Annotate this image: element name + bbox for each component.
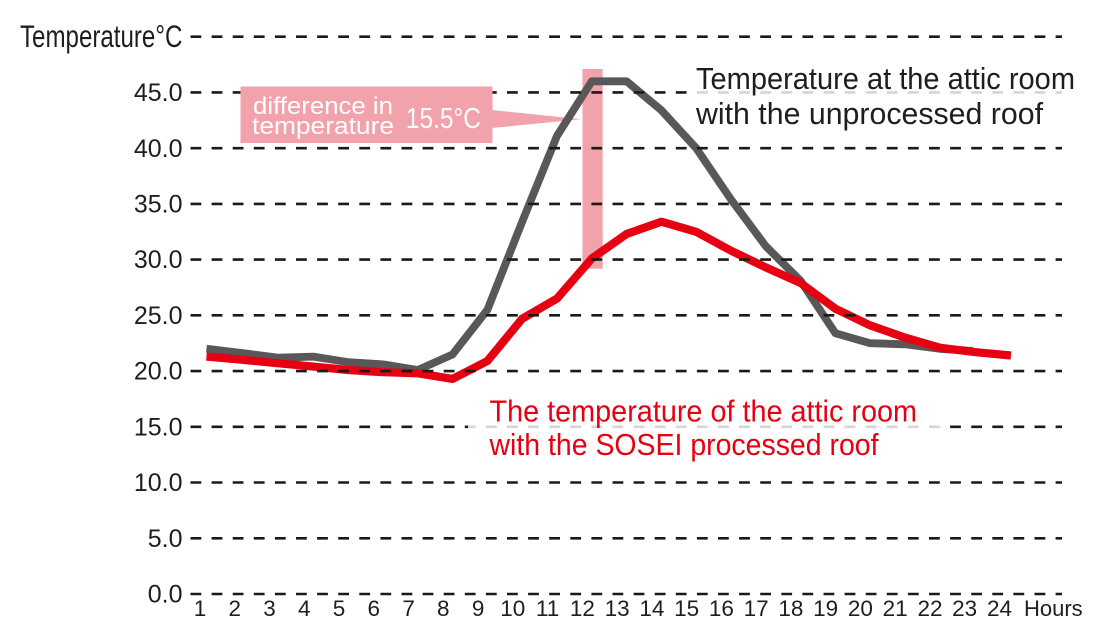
svg-text:Temperature at the attic room: Temperature at the attic room: [696, 61, 1075, 96]
svg-text:18: 18: [778, 596, 803, 621]
svg-text:5: 5: [333, 596, 346, 621]
svg-text:Temperature°C: Temperature°C: [20, 18, 182, 54]
svg-text:6: 6: [368, 596, 381, 621]
svg-text:16: 16: [709, 596, 734, 621]
svg-text:8: 8: [437, 596, 450, 621]
svg-text:24: 24: [987, 596, 1012, 621]
svg-text:0.0: 0.0: [148, 581, 183, 609]
svg-text:11: 11: [536, 596, 559, 621]
svg-text:20.0: 20.0: [134, 358, 183, 386]
svg-text:20: 20: [848, 596, 873, 621]
svg-text:9: 9: [472, 596, 485, 621]
svg-text:with the unprocessed roof: with the unprocessed roof: [695, 96, 1043, 131]
svg-text:2: 2: [229, 596, 242, 621]
svg-text:The temperature of the attic r: The temperature of the attic room: [490, 394, 918, 429]
svg-text:23: 23: [952, 596, 977, 621]
svg-text:21: 21: [883, 596, 908, 621]
svg-text:22: 22: [917, 596, 942, 621]
svg-text:25.0: 25.0: [134, 302, 183, 330]
svg-text:12: 12: [570, 596, 595, 621]
svg-text:10.0: 10.0: [134, 469, 183, 497]
svg-text:7: 7: [402, 596, 415, 621]
svg-text:30.0: 30.0: [134, 246, 183, 274]
svg-text:5.0: 5.0: [148, 525, 183, 553]
svg-text:40.0: 40.0: [134, 135, 183, 163]
svg-text:13: 13: [605, 596, 630, 621]
svg-text:45.0: 45.0: [134, 79, 183, 107]
svg-text:1: 1: [194, 596, 207, 621]
svg-text:temperature: temperature: [252, 113, 394, 140]
svg-text:15.5°C: 15.5°C: [406, 103, 481, 135]
svg-text:15: 15: [674, 596, 699, 621]
svg-text:35.0: 35.0: [134, 191, 183, 219]
svg-text:4: 4: [298, 596, 311, 621]
svg-text:difference in: difference in: [253, 93, 393, 120]
svg-text:17: 17: [744, 596, 769, 621]
svg-text:with the SOSEI processed roof: with the SOSEI processed roof: [489, 427, 879, 462]
svg-text:Hours: Hours: [1024, 596, 1083, 621]
svg-text:14: 14: [639, 596, 664, 621]
svg-text:15.0: 15.0: [134, 413, 183, 441]
svg-text:3: 3: [263, 596, 276, 621]
svg-text:10: 10: [500, 596, 525, 621]
svg-text:19: 19: [813, 596, 838, 621]
